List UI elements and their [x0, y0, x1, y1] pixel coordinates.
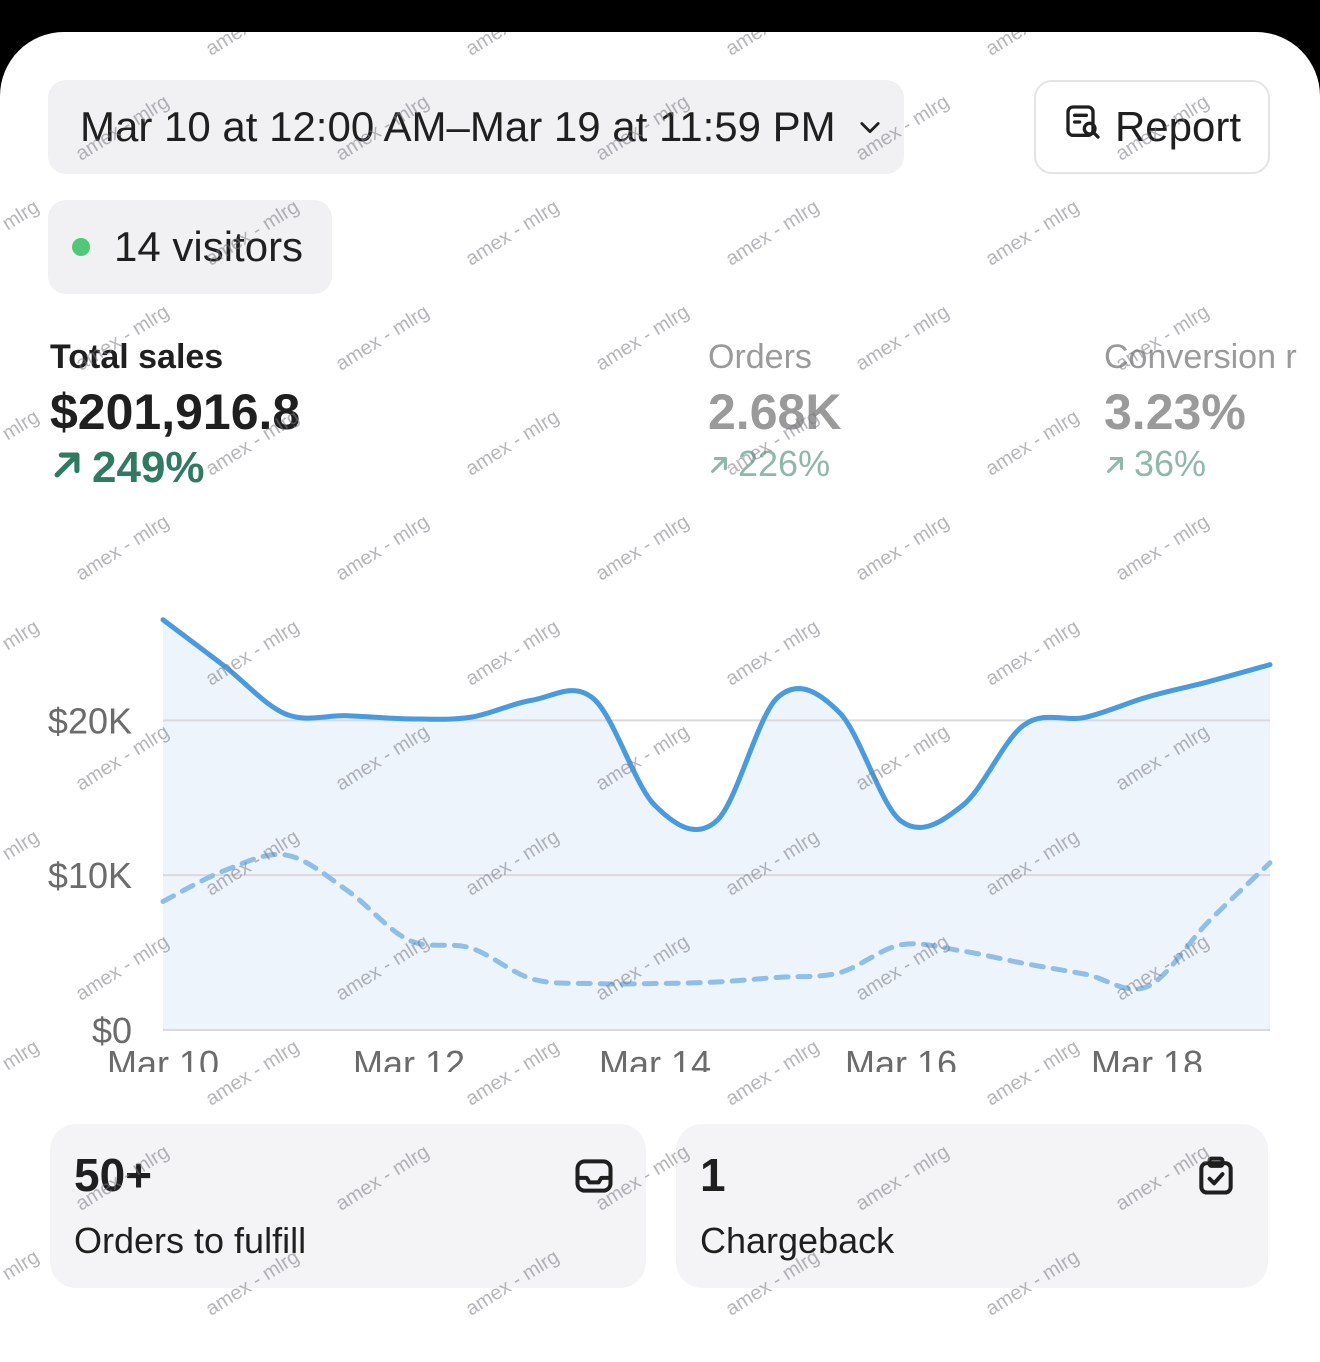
watermark-text: amex - mlrg	[591, 510, 694, 586]
arrow-up-right-icon	[708, 443, 730, 485]
watermark-text: amex - mlrg	[721, 195, 824, 271]
orders-to-fulfill-tile[interactable]: 50+ Orders to fulfill	[50, 1124, 646, 1288]
metric-label: Total sales	[50, 338, 224, 376]
arrow-up-right-icon	[1104, 443, 1126, 485]
metric-value: 2.68K	[708, 384, 842, 440]
report-button[interactable]: Report	[1034, 80, 1270, 174]
metric-label: Conversion r	[1104, 338, 1297, 376]
watermark-text: amex - mlrg	[0, 32, 44, 61]
x-tick-label: Mar 12	[353, 1043, 465, 1072]
date-range-label: Mar 10 at 12:00 AM–Mar 19 at 11:59 PM	[80, 103, 836, 150]
metric-delta-value: 36%	[1134, 443, 1207, 484]
tile-number: 50+	[74, 1149, 153, 1201]
metric-conversion[interactable]: Conversion r 3.23% 36%	[1104, 338, 1297, 485]
watermark-text: amex - mlrg	[851, 510, 954, 586]
tile-caption: Chargeback	[700, 1220, 895, 1261]
sales-chart-svg: $0 $10K $20K Mar 10 Mar 12 Mar 14 Mar 16 Mar 18	[48, 617, 1273, 1072]
watermark-text: amex - mlrg	[0, 405, 44, 481]
clipboard-check-icon	[1194, 1154, 1238, 1203]
chevron-down-icon	[856, 113, 884, 141]
y-tick-label: $0	[92, 1010, 132, 1051]
metric-delta-value: 226%	[738, 443, 831, 484]
metric-delta-value: 249%	[92, 443, 205, 492]
metric-value: $201,916.8	[50, 384, 301, 440]
watermark-text: amex - mlrg	[982, 32, 1084, 61]
x-tick-label: Mar 10	[107, 1043, 219, 1072]
inbox-icon	[572, 1154, 616, 1203]
report-label: Report	[1114, 103, 1242, 150]
x-tick-label: Mar 18	[1091, 1043, 1203, 1072]
current-series-line	[160, 617, 1273, 833]
metric-total-sales[interactable]: Total sales $201,916.8 249%	[50, 338, 300, 493]
visitors-label: 14 visitors	[114, 223, 304, 270]
watermark-text: amex - mlrg	[722, 32, 824, 61]
current-series-area	[163, 619, 1270, 1030]
visitors-badge[interactable]: 14 visitors	[48, 200, 332, 294]
watermark-text: amex - mlrg	[1111, 510, 1214, 586]
watermark-text: amex - mlrg	[71, 510, 174, 586]
watermark-text: amex - mlrg	[461, 405, 564, 481]
tile-caption: Orders to fulfill	[74, 1220, 307, 1261]
watermark-text: amex - mlrg	[462, 32, 564, 61]
arrow-up-right-icon	[50, 443, 84, 493]
sales-chart[interactable]: $0 $10K $20K Mar 10 Mar 12 Mar 14 Mar 16 Mar 18	[0, 592, 1320, 1072]
comparison-series-line	[160, 851, 1273, 992]
watermark-text: amex - mlrg	[591, 300, 694, 376]
watermark-text: amex - mlrg	[851, 300, 954, 376]
watermark-text: amex - mlrg	[202, 32, 304, 61]
x-tick-label: Mar 14	[599, 1043, 711, 1072]
metric-label: Orders	[708, 338, 812, 376]
metric-delta: 226%	[708, 443, 841, 485]
watermark-text: amex - mlrg	[0, 1245, 44, 1321]
metric-delta: 249%	[50, 443, 300, 493]
watermark-text: amex - mlrg	[981, 405, 1084, 481]
y-tick-label: $20K	[48, 700, 132, 741]
report-icon	[1063, 102, 1103, 152]
watermark-text: amex - mlrg	[331, 510, 434, 586]
watermark-text: amex - mlrg	[981, 195, 1084, 271]
metric-orders[interactable]: Orders 2.68K 226%	[708, 338, 841, 485]
chargeback-tile[interactable]: 1 Chargeback	[676, 1124, 1268, 1288]
watermark-text: amex - mlrg	[331, 300, 434, 376]
analytics-card: Mar 10 at 12:00 AM–Mar 19 at 11:59 PM Re…	[0, 32, 1320, 1362]
watermark-text: amex - mlrg	[461, 195, 564, 271]
live-dot-icon	[72, 238, 90, 256]
date-range-selector[interactable]: Mar 10 at 12:00 AM–Mar 19 at 11:59 PM	[48, 80, 904, 174]
y-tick-label: $10K	[48, 855, 132, 896]
tile-number: 1	[700, 1149, 726, 1201]
x-tick-label: Mar 16	[845, 1043, 957, 1072]
watermark-text: amex - mlrg	[0, 195, 44, 271]
metric-value: 3.23%	[1104, 384, 1246, 440]
metric-delta: 36%	[1104, 443, 1297, 485]
